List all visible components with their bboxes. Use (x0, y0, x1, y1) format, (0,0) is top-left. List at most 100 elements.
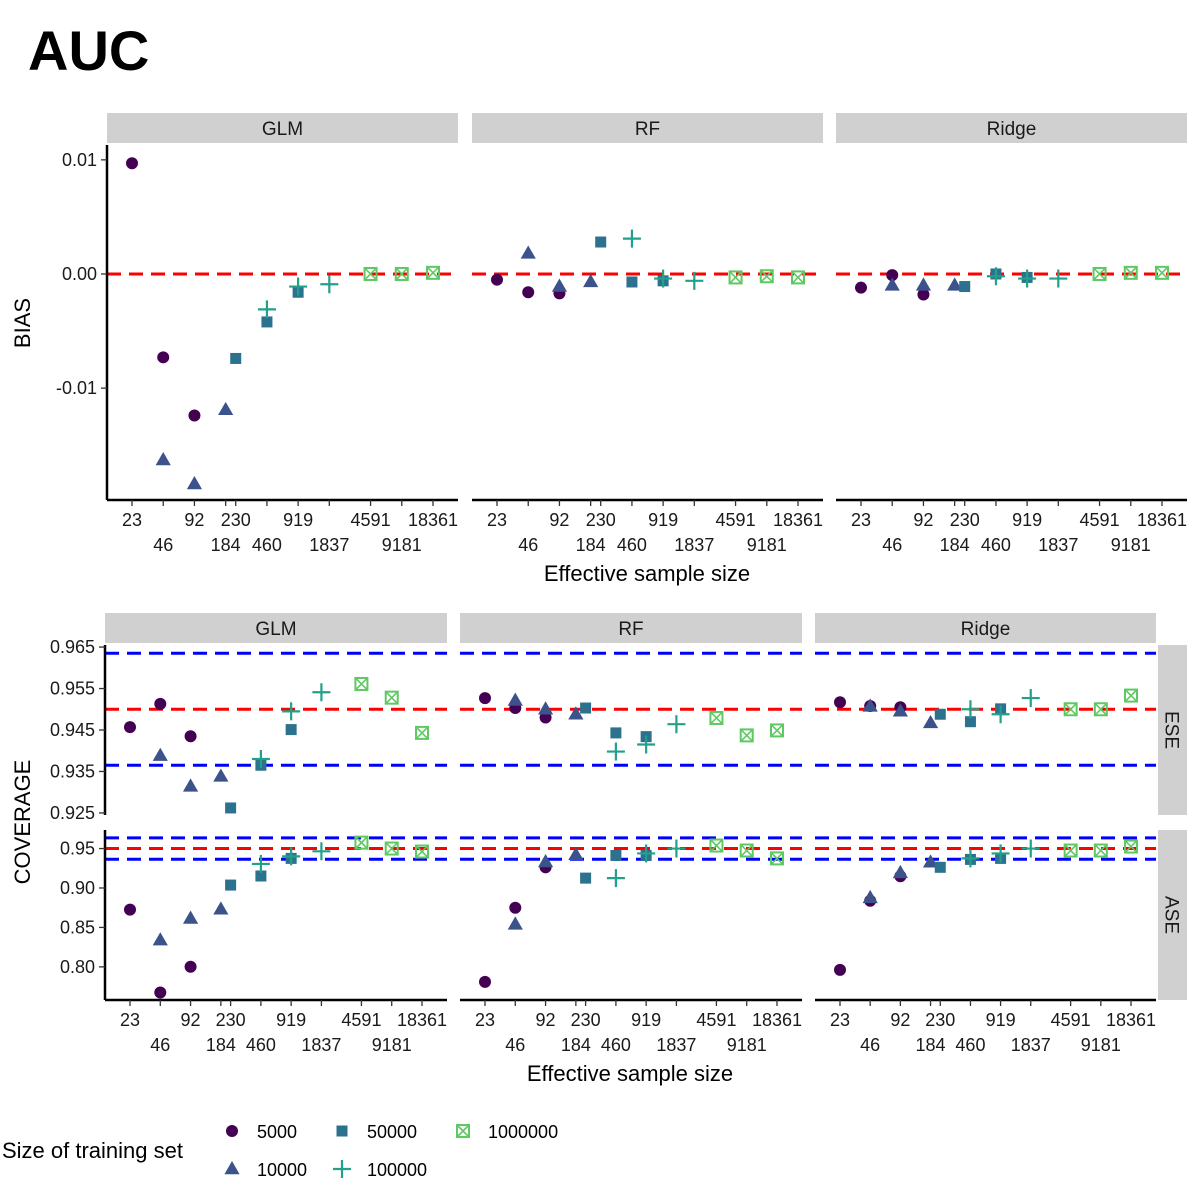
y-tick-label: 0.00 (62, 264, 97, 284)
x-tick-label: 919 (283, 510, 313, 530)
legend: Size of training set 5000 50000 1000000 1000… (2, 1122, 558, 1180)
data-point (154, 697, 167, 710)
x-tick-label: 23 (851, 510, 871, 530)
data-point (834, 963, 846, 976)
square-cross-box (384, 690, 399, 705)
series-1000000 (728, 269, 805, 285)
data-point (251, 750, 270, 769)
series-50000 (230, 286, 304, 364)
facet-strip-label: GLM (262, 119, 303, 140)
data-point (1123, 265, 1138, 280)
square-cross-diag-2 (1094, 843, 1108, 858)
data-point (509, 901, 522, 914)
data-point (251, 854, 270, 873)
row-strip (1158, 645, 1187, 815)
data-point (667, 715, 686, 734)
data-point (739, 728, 754, 743)
data-point (363, 266, 378, 281)
data-point (354, 676, 369, 691)
x-tick-label: 92 (890, 1010, 910, 1030)
x-tick-label: 4591 (341, 1010, 381, 1030)
data-point (384, 841, 399, 856)
data-point (415, 844, 429, 859)
data-point (728, 270, 743, 285)
data-point (961, 700, 980, 719)
series-10000 (507, 846, 584, 930)
data-point (479, 692, 491, 705)
x-tick-label: 230 (925, 1010, 955, 1030)
data-point (606, 869, 625, 888)
data-point (126, 157, 138, 170)
data-point (491, 273, 503, 286)
x-tick-label: 919 (1012, 510, 1042, 530)
x-tick-label: 230 (950, 510, 980, 530)
data-point (184, 960, 197, 973)
data-point (862, 889, 878, 904)
data-point (580, 702, 592, 714)
square-cross-diag-2 (709, 838, 723, 853)
square-cross-box (1063, 702, 1078, 717)
square-cross-box (363, 266, 378, 281)
data-point (354, 835, 369, 850)
facet-strip (105, 613, 447, 643)
data-point (186, 476, 203, 490)
square-cross-diag-2 (1155, 266, 1169, 280)
square-cross-box (1092, 266, 1107, 281)
square-cross-diag-2 (728, 270, 743, 284)
data-point (415, 725, 429, 740)
data-point (282, 702, 301, 721)
series-5000 (855, 269, 930, 301)
facet-strip (107, 113, 458, 143)
square-cross-box (415, 725, 429, 740)
series-100000 (257, 275, 339, 319)
facet-strip-label: Ridge (987, 119, 1037, 140)
square-cross-box (426, 265, 440, 280)
x-tick-label: 23 (122, 510, 142, 530)
data-point (886, 269, 899, 282)
x-tick-label: 23 (120, 1010, 140, 1030)
square-cross-box (415, 844, 429, 859)
x-tick-label: 92 (536, 1010, 556, 1030)
legend-item-label: 5000 (257, 1122, 297, 1142)
square-cross-diag-2 (426, 266, 440, 280)
x-tick-label: 460 (955, 1035, 985, 1055)
data-point (595, 236, 607, 248)
square-cross-diag-2 (385, 841, 399, 856)
y-axis-title: COVERAGE (10, 760, 35, 885)
x-tick-label: 92 (913, 510, 933, 530)
data-point (568, 706, 584, 720)
data-point (537, 854, 554, 868)
x-tick-label: 23 (487, 510, 507, 530)
data-point (922, 714, 939, 729)
series-50000 (225, 724, 297, 814)
x-tick-label: 460 (601, 1035, 631, 1055)
legend-item-10000: 10000 (224, 1160, 307, 1180)
data-point (1155, 265, 1169, 280)
data-point (610, 849, 622, 861)
data-point (1093, 843, 1108, 858)
legend-item-label: 10000 (257, 1160, 307, 1180)
x-tick-label: 919 (648, 510, 678, 530)
x-tick-label: 18361 (773, 510, 823, 530)
data-point (257, 300, 276, 319)
square-cross-diag-2 (1124, 689, 1138, 703)
series-10000 (520, 245, 599, 292)
row-strip-label: ASE (1161, 896, 1182, 934)
legend-item-1000000: 1000000 (456, 1122, 558, 1142)
x-tick-label: 18361 (397, 1010, 447, 1030)
square-cross-diag-2 (740, 843, 754, 858)
data-point (285, 724, 297, 736)
coverage-panel-rf (460, 651, 802, 767)
x-tick-label: 23 (830, 1010, 850, 1030)
series-1000000 (354, 676, 429, 740)
data-point (583, 273, 599, 288)
x-tick-label: 460 (981, 535, 1011, 555)
data-point (289, 277, 308, 296)
data-point (539, 711, 552, 724)
legend-item-label: 1000000 (488, 1122, 558, 1142)
series-5000 (479, 692, 552, 724)
data-point (915, 277, 932, 291)
x-tick-label: 46 (860, 1035, 880, 1055)
